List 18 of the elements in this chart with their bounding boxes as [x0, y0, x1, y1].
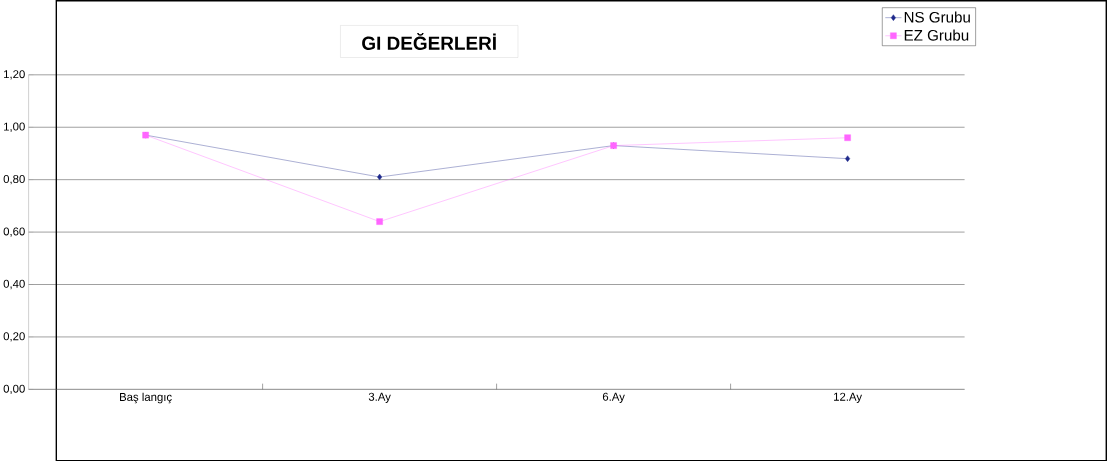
y-tick-label: 1,00	[4, 122, 25, 132]
point	[845, 155, 851, 162]
legend-label: NS Grubu	[904, 11, 970, 23]
point	[377, 173, 383, 181]
y-tick-label: 0,20	[3, 332, 25, 342]
x-tick-label: Baş langıç	[120, 392, 172, 404]
point	[844, 134, 851, 141]
y-tick-label: 1,20	[4, 69, 25, 80]
y-tick-label: 0,80	[3, 174, 25, 185]
point	[376, 218, 383, 225]
x-tick-label: 3.Ay	[368, 392, 391, 403]
x-tick-label: 6.Ay	[602, 392, 625, 403]
y-tick-label: 0,40	[3, 279, 25, 290]
chart-title: GI DEĞERLERİ	[362, 32, 496, 50]
legend-label: EZ Grubu	[904, 29, 969, 41]
y-tick-label: 0,00	[3, 384, 25, 394]
x-tick-label: 12.Ay	[834, 392, 862, 403]
y-tick-label: 0,60	[3, 227, 25, 237]
